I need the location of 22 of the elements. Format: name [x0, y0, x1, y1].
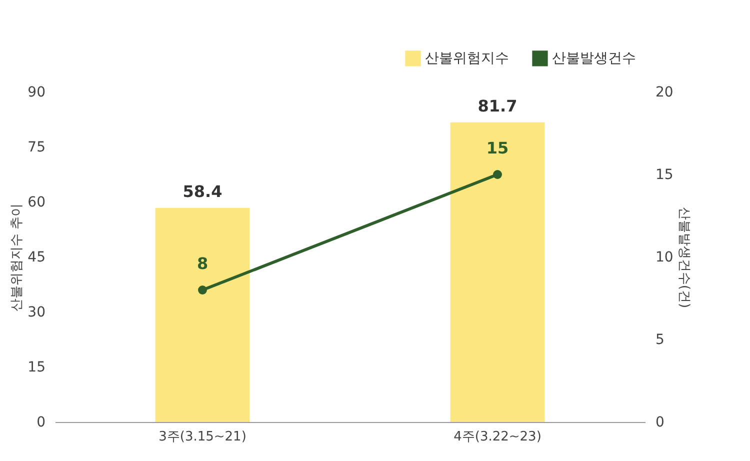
legend-label: 산불발생건수: [552, 50, 636, 66]
y-tick-label: 0: [36, 414, 46, 430]
data-label: 81.7: [478, 96, 518, 116]
y-tick-label: 30: [28, 304, 46, 320]
x-tick-label: 4주(3.22~23): [454, 430, 542, 444]
y-tick-label: 60: [28, 194, 46, 210]
y-tick-label: 15: [28, 360, 46, 376]
y2-tick-label: 0: [656, 414, 664, 430]
y2-tick-label: 20: [656, 84, 674, 100]
y-tick-label: 90: [28, 84, 46, 100]
y2-axis-title: 산불발생건수(건): [676, 206, 692, 308]
y2-tick-label: 10: [656, 250, 674, 266]
data-label: 8: [196, 254, 208, 273]
y-tick-label: 45: [28, 250, 46, 266]
y2-tick-label: 5: [656, 332, 664, 348]
data-label: 15: [486, 138, 509, 158]
legend-label: 산불위험지수: [425, 50, 509, 66]
y2-tick-label: 15: [656, 167, 674, 183]
y-tick-label: 75: [28, 140, 46, 156]
data-label: 58.4: [182, 182, 222, 201]
x-tick-label: 3주(3.15~21): [158, 430, 246, 444]
y-axis-title: 산불위험지수 추이: [10, 203, 25, 312]
